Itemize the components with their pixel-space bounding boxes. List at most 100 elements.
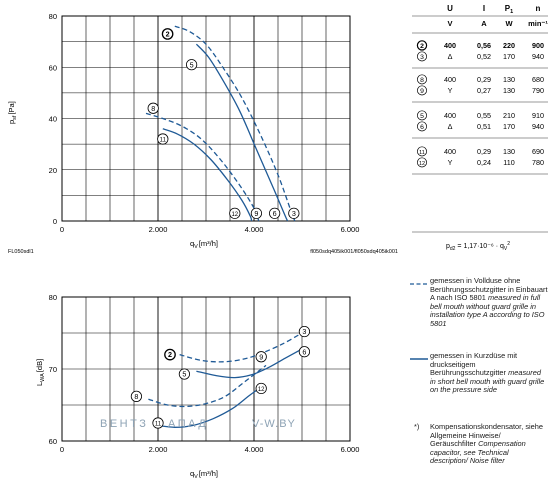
sound-chart-ticks: 0 2.000 4.000 6.000 60 70 80 xyxy=(49,293,360,454)
sound-marker-12: 12 xyxy=(255,382,267,395)
sound-curve-2 xyxy=(179,333,300,363)
svg-text:130: 130 xyxy=(503,86,515,95)
pressure-curve-8 xyxy=(145,112,260,222)
legend-solid-text: gemessen in Kurzdüse mit druckseitigem B… xyxy=(430,351,518,378)
watermark-right: V-W.BY xyxy=(252,418,296,430)
svg-text:3: 3 xyxy=(292,209,296,218)
svg-text:Y: Y xyxy=(448,158,453,167)
pressure-marker-2: 2 xyxy=(161,28,174,40)
svg-text:6: 6 xyxy=(302,347,306,356)
sound-marker-11: 11 xyxy=(152,417,164,429)
svg-text:3: 3 xyxy=(302,327,306,336)
sound-chart: 2 3 9 5 6 12 8 11 0 2.000 4.000 6.000 60 70 80 LWA[dB… xyxy=(35,293,360,480)
svg-text:220: 220 xyxy=(503,41,515,50)
sound-marker-9: 9 xyxy=(255,351,267,363)
svg-text:130: 130 xyxy=(503,147,515,156)
table-unit: A xyxy=(481,19,487,28)
svg-text:5: 5 xyxy=(182,370,186,379)
pressure-x-tick-label: 4.000 xyxy=(245,225,264,234)
pressure-marker-5: 5 xyxy=(186,59,198,71)
table-unit: min⁻¹ xyxy=(528,19,548,28)
pressure-y-tick-label: 40 xyxy=(49,115,57,124)
table-row-5: 5 400 0,55 210 910 xyxy=(417,110,544,121)
pressure-curve-11 xyxy=(162,128,253,222)
pressure-chart-curves xyxy=(145,25,296,222)
table-header-U: U xyxy=(447,4,453,13)
sound-x-tick-label: 2.000 xyxy=(149,445,168,454)
sound-marker-3: 3 xyxy=(298,325,310,338)
table-unit: W xyxy=(505,19,513,28)
svg-text:400: 400 xyxy=(444,147,456,156)
note-mark: *) xyxy=(414,422,420,431)
pressure-marker-3: 3 xyxy=(288,207,300,219)
pressure-x-tick-label: 6.000 xyxy=(341,225,360,234)
legend-solid: gemessen in Kurzdüse mit druckseitigem B… xyxy=(430,351,548,395)
sound-curve-11 xyxy=(155,386,262,428)
svg-text:0,55: 0,55 xyxy=(477,111,491,120)
svg-text:12: 12 xyxy=(258,387,265,393)
pressure-curve-5 xyxy=(195,43,289,222)
svg-text:130: 130 xyxy=(503,75,515,84)
legend-solid-swatch xyxy=(410,358,428,360)
svg-text:400: 400 xyxy=(444,41,456,50)
svg-text:9: 9 xyxy=(420,88,424,95)
legend-note: Kompensationskondensator, siehe Allgemei… xyxy=(430,422,548,466)
pressure-y-tick-label: 60 xyxy=(49,63,57,72)
svg-text:8: 8 xyxy=(420,77,424,84)
sound-y-tick-label: 60 xyxy=(49,437,57,446)
table-header-I: I xyxy=(483,4,485,13)
sound-axis-label: LWA[dB] xyxy=(35,359,46,386)
legend-note-italic: Compensation capacitor, see Technical de… xyxy=(430,439,526,466)
svg-text:2: 2 xyxy=(166,30,170,39)
svg-text:900: 900 xyxy=(532,41,544,50)
svg-text:0,52: 0,52 xyxy=(477,52,491,61)
table-row-2: 2 400 0,56 220 900 xyxy=(416,40,544,51)
svg-text:690: 690 xyxy=(532,147,544,156)
svg-text:680: 680 xyxy=(532,75,544,84)
svg-text:5: 5 xyxy=(190,60,194,69)
svg-text:12: 12 xyxy=(231,212,238,218)
pressure-formula: pd2 = 1,17·10⁻⁶ · qV2 xyxy=(446,241,510,252)
svg-text:Δ: Δ xyxy=(448,52,453,61)
table-header-P1: P1 xyxy=(505,4,513,15)
svg-text:8: 8 xyxy=(134,392,138,401)
pressure-marker-9: 9 xyxy=(250,207,262,219)
pressure-chart-grid xyxy=(61,15,351,222)
svg-text:8: 8 xyxy=(151,104,155,113)
sound-chart-markers: 2 3 9 5 6 12 8 11 xyxy=(130,325,310,429)
footer-code-left: FL050sdl1 xyxy=(8,249,34,255)
svg-text:210: 210 xyxy=(503,111,515,120)
sound-marker-5: 5 xyxy=(178,368,190,380)
svg-text:940: 940 xyxy=(532,52,544,61)
sound-y-tick-label: 80 xyxy=(49,293,57,302)
svg-text:9: 9 xyxy=(254,209,258,218)
svg-text:11: 11 xyxy=(160,138,167,144)
table-row-9: 9 Y 0,27 130 790 xyxy=(417,85,544,96)
svg-text:3: 3 xyxy=(420,54,424,61)
watermark-mid: АПАД xyxy=(168,418,208,430)
svg-text:0,27: 0,27 xyxy=(477,86,491,95)
pressure-marker-6: 6 xyxy=(269,207,281,219)
legend-note-text: Kompensationskondensator, siehe Allgemei… xyxy=(430,422,543,449)
svg-text:0,29: 0,29 xyxy=(477,75,491,84)
sound-marker-2: 2 xyxy=(164,348,176,361)
pressure-chart: 2 5 8 11 12 9 6 3 0 2.000 4.000 6.000 0 20 40 60 80 psf… xyxy=(7,12,398,255)
svg-text:2: 2 xyxy=(420,43,424,50)
sound-chart-curves xyxy=(148,333,300,428)
svg-text:110: 110 xyxy=(503,158,514,167)
watermark-left: ВЕНТЗ xyxy=(100,418,148,430)
svg-text:5: 5 xyxy=(420,113,424,120)
svg-text:910: 910 xyxy=(532,111,544,120)
svg-text:780: 780 xyxy=(532,158,544,167)
pressure-marker-8: 8 xyxy=(147,102,159,114)
svg-text:0,24: 0,24 xyxy=(477,158,491,167)
svg-text:170: 170 xyxy=(503,52,515,61)
svg-text:Y: Y xyxy=(448,86,453,95)
svg-text:11: 11 xyxy=(419,150,425,156)
sound-x-tick-label: 4.000 xyxy=(245,445,264,454)
sound-chart-grid xyxy=(61,296,351,442)
table-row-8: 8 400 0,29 130 680 xyxy=(417,74,544,85)
pressure-y-tick-label: 80 xyxy=(49,12,57,21)
